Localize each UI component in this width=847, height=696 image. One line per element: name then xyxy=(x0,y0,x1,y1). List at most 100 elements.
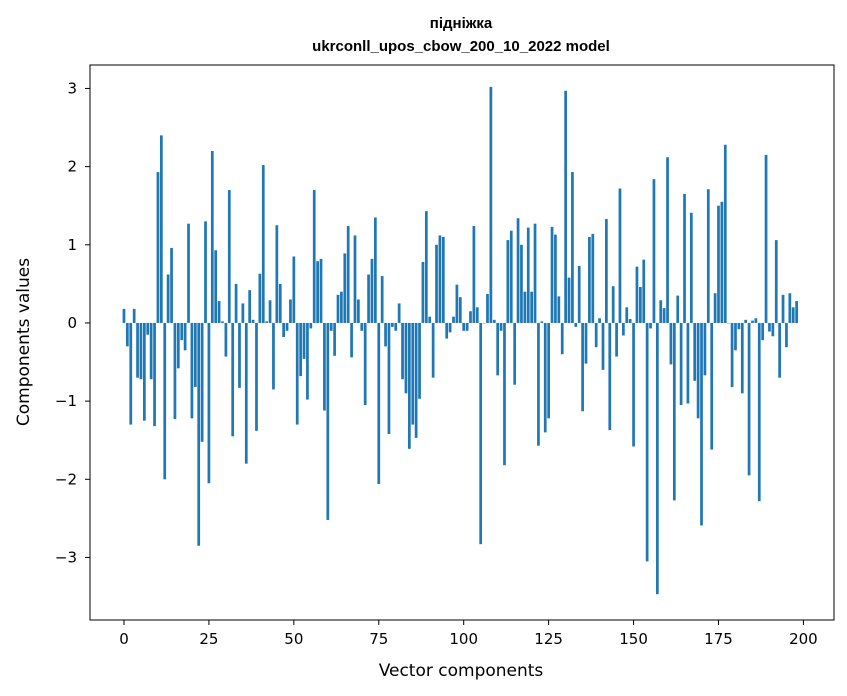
bar-149 xyxy=(628,319,632,323)
y-tick-label: −3 xyxy=(55,548,77,566)
bar-181 xyxy=(737,322,741,330)
bar-169 xyxy=(696,322,700,419)
bar-143 xyxy=(608,322,612,431)
bar-92 xyxy=(435,244,438,323)
y-axis: −3 −2 −1 0 1 2 3 xyxy=(55,79,90,566)
bar-135 xyxy=(581,322,584,412)
bar-142 xyxy=(605,218,608,323)
bar-103 xyxy=(472,226,476,323)
bar-67 xyxy=(350,322,353,358)
bar-23 xyxy=(200,322,204,442)
bar-27 xyxy=(214,250,218,323)
bar-150 xyxy=(632,322,635,447)
bar-105 xyxy=(479,322,483,545)
bar-118 xyxy=(523,291,527,323)
bar-157 xyxy=(655,322,659,595)
bar-189 xyxy=(764,154,768,323)
bar-83 xyxy=(404,322,408,394)
y-tick-label: 3 xyxy=(67,79,77,97)
bar-136 xyxy=(584,322,588,364)
bar-177 xyxy=(723,144,727,323)
bar-76 xyxy=(380,276,384,323)
bar-59 xyxy=(323,322,326,411)
y-tick-label: −2 xyxy=(55,470,77,488)
bar-110 xyxy=(496,322,500,376)
bar-100 xyxy=(462,322,466,331)
bar-8 xyxy=(149,322,153,380)
bar-38 xyxy=(251,319,255,323)
bar-42 xyxy=(265,321,269,323)
bar-171 xyxy=(703,322,707,376)
bar-159 xyxy=(662,308,666,323)
bar-79 xyxy=(391,322,394,327)
bar-7 xyxy=(146,322,150,335)
bar-80 xyxy=(394,322,398,331)
bars-group xyxy=(122,86,798,595)
bar-4 xyxy=(136,322,139,378)
bar-114 xyxy=(509,230,513,323)
bar-197 xyxy=(791,307,795,323)
bar-133 xyxy=(574,322,578,327)
x-axis: 0 25 50 75 100 125 150 175 200 xyxy=(119,620,818,648)
bar-40 xyxy=(258,273,262,323)
bar-54 xyxy=(306,322,309,400)
bar-127 xyxy=(554,234,557,323)
bar-175 xyxy=(717,205,720,323)
bar-87 xyxy=(418,322,421,399)
bar-153 xyxy=(642,259,646,323)
bar-13 xyxy=(166,274,170,323)
bar-196 xyxy=(788,293,792,323)
bar-0 xyxy=(122,308,126,323)
bar-115 xyxy=(513,322,517,385)
bar-162 xyxy=(672,322,676,501)
bar-166 xyxy=(686,322,690,404)
bar-198 xyxy=(795,301,798,323)
bar-138 xyxy=(591,233,595,323)
bar-139 xyxy=(594,322,598,348)
bar-82 xyxy=(401,322,404,380)
y-axis-label: Components values xyxy=(14,258,34,426)
bar-161 xyxy=(669,322,673,365)
bar-91 xyxy=(431,322,435,378)
bar-41 xyxy=(261,165,265,323)
bar-191 xyxy=(771,322,775,337)
bar-121 xyxy=(533,223,537,323)
x-tick-label: 25 xyxy=(199,630,218,648)
bar-84 xyxy=(407,322,411,449)
bar-66 xyxy=(346,226,350,323)
bar-188 xyxy=(761,322,765,341)
bar-73 xyxy=(370,258,374,323)
bar-34 xyxy=(238,322,241,388)
bar-164 xyxy=(679,322,683,406)
bar-130 xyxy=(564,90,567,323)
bar-35 xyxy=(241,303,245,323)
bar-179 xyxy=(730,322,734,388)
bar-49 xyxy=(289,299,292,323)
bar-48 xyxy=(285,322,289,331)
bar-1 xyxy=(126,322,129,347)
bar-119 xyxy=(526,227,530,323)
bar-12 xyxy=(163,322,167,480)
bar-99 xyxy=(458,297,462,323)
bar-134 xyxy=(577,265,581,323)
bar-97 xyxy=(452,316,455,323)
bar-116 xyxy=(516,218,520,323)
bar-180 xyxy=(734,322,737,351)
bar-96 xyxy=(448,322,452,333)
bar-137 xyxy=(588,236,591,323)
bar-21 xyxy=(193,322,197,388)
bar-37 xyxy=(248,290,252,323)
bar-11 xyxy=(159,135,163,323)
bar-93 xyxy=(438,235,442,323)
bar-174 xyxy=(713,293,717,323)
bar-172 xyxy=(706,189,710,323)
bar-71 xyxy=(363,322,367,406)
bar-102 xyxy=(469,311,472,323)
x-tick-label: 75 xyxy=(369,630,388,648)
bar-144 xyxy=(611,286,615,323)
bar-101 xyxy=(465,322,469,331)
bar-20 xyxy=(190,322,194,419)
bar-43 xyxy=(268,300,272,323)
bar-9 xyxy=(153,322,156,427)
bar-195 xyxy=(785,322,788,348)
